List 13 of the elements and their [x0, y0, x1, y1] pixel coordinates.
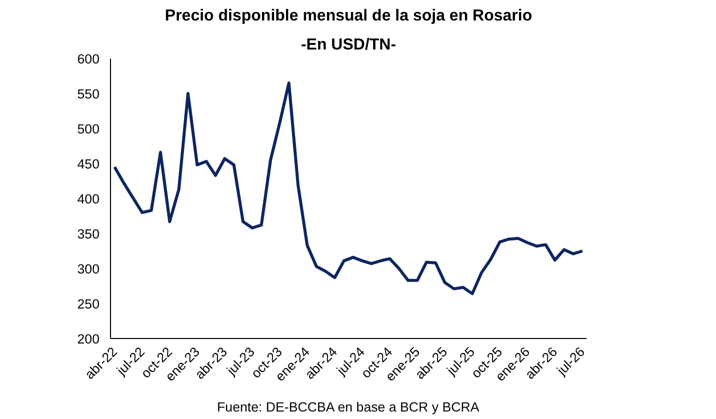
y-tick-label: 200: [77, 332, 100, 346]
y-tick-label: 350: [77, 226, 100, 242]
y-tick-label: 550: [77, 86, 100, 102]
y-tick-label: 400: [77, 192, 100, 206]
y-tick-label: 300: [77, 262, 100, 276]
chart-subtitle: -En USD/TN-: [300, 36, 396, 54]
line-series: [113, 82, 584, 296]
y-tick-label: 500: [77, 122, 100, 136]
source-note: Fuente: DE-BCCBA en base a BCR y BCRA: [217, 400, 480, 414]
chart-title: Precio disponible mensual de la soja en Rosario: [164, 8, 532, 24]
y-tick-label: 450: [77, 156, 100, 172]
y-tick-label: 250: [77, 296, 100, 312]
y-tick-label: 600: [77, 52, 100, 66]
